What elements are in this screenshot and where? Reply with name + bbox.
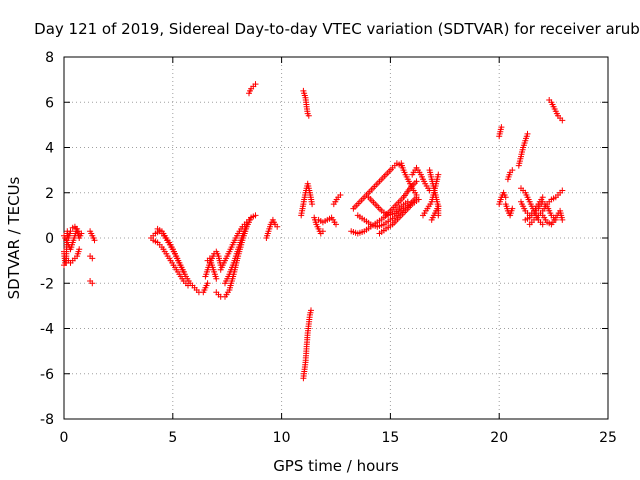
x-tick-label: 10 xyxy=(273,430,291,446)
x-tick-label: 25 xyxy=(599,430,617,446)
data-point xyxy=(76,230,83,237)
y-tick-label: -6 xyxy=(40,367,54,383)
x-tick-label: 15 xyxy=(381,430,399,446)
data-point xyxy=(333,221,339,228)
data-point xyxy=(305,112,312,119)
x-tick-label: 5 xyxy=(168,430,177,446)
data-points xyxy=(61,81,566,382)
axis-ticks xyxy=(63,56,609,420)
data-point xyxy=(243,221,250,228)
data-point xyxy=(524,130,531,137)
data-point xyxy=(252,212,259,219)
data-point xyxy=(180,268,187,275)
data-point xyxy=(252,81,259,88)
data-point xyxy=(337,192,344,198)
y-tick-label: 8 xyxy=(45,50,54,66)
data-point xyxy=(89,280,96,287)
data-point xyxy=(309,201,316,208)
data-point xyxy=(413,178,420,185)
data-point xyxy=(76,246,83,253)
data-point xyxy=(559,216,566,223)
grid xyxy=(64,57,608,419)
data-point xyxy=(185,282,191,289)
data-point xyxy=(67,228,74,235)
data-point xyxy=(502,194,509,201)
data-point xyxy=(415,196,422,203)
y-tick-label: 2 xyxy=(45,186,54,202)
data-point xyxy=(413,192,420,198)
y-tick-label: -8 xyxy=(40,412,54,428)
data-point xyxy=(319,228,326,235)
data-point xyxy=(559,117,566,124)
data-point xyxy=(204,280,211,287)
data-point xyxy=(498,124,505,131)
data-point xyxy=(248,214,255,221)
data-point xyxy=(539,221,546,228)
y-tick-labels: -8 -6 -4 -2 0 2 4 6 8 xyxy=(40,50,54,428)
data-point xyxy=(559,187,566,194)
y-tick-label: -4 xyxy=(40,322,54,338)
data-point xyxy=(308,307,314,314)
data-point xyxy=(435,203,442,210)
x-tick-label: 0 xyxy=(60,430,69,446)
chart-title: Day 121 of 2019, Sidereal Day-to-day VTE… xyxy=(34,20,640,38)
data-point xyxy=(89,255,96,262)
y-tick-label: 4 xyxy=(45,141,54,157)
x-axis-label: GPS time / hours xyxy=(273,457,399,475)
y-axis-label: SDTVAR / TECUs xyxy=(5,176,23,299)
data-point xyxy=(404,198,411,205)
data-point xyxy=(509,167,516,174)
data-point xyxy=(91,237,98,244)
data-point xyxy=(213,275,220,282)
data-point xyxy=(509,205,516,212)
x-tick-label: 20 xyxy=(490,430,508,446)
y-tick-label: 0 xyxy=(45,231,54,247)
data-point xyxy=(274,223,281,230)
data-point xyxy=(435,171,442,178)
y-tick-label: 6 xyxy=(45,95,54,111)
y-tick-label: -2 xyxy=(40,276,54,292)
x-tick-labels: 0 5 10 15 20 25 xyxy=(60,430,617,446)
